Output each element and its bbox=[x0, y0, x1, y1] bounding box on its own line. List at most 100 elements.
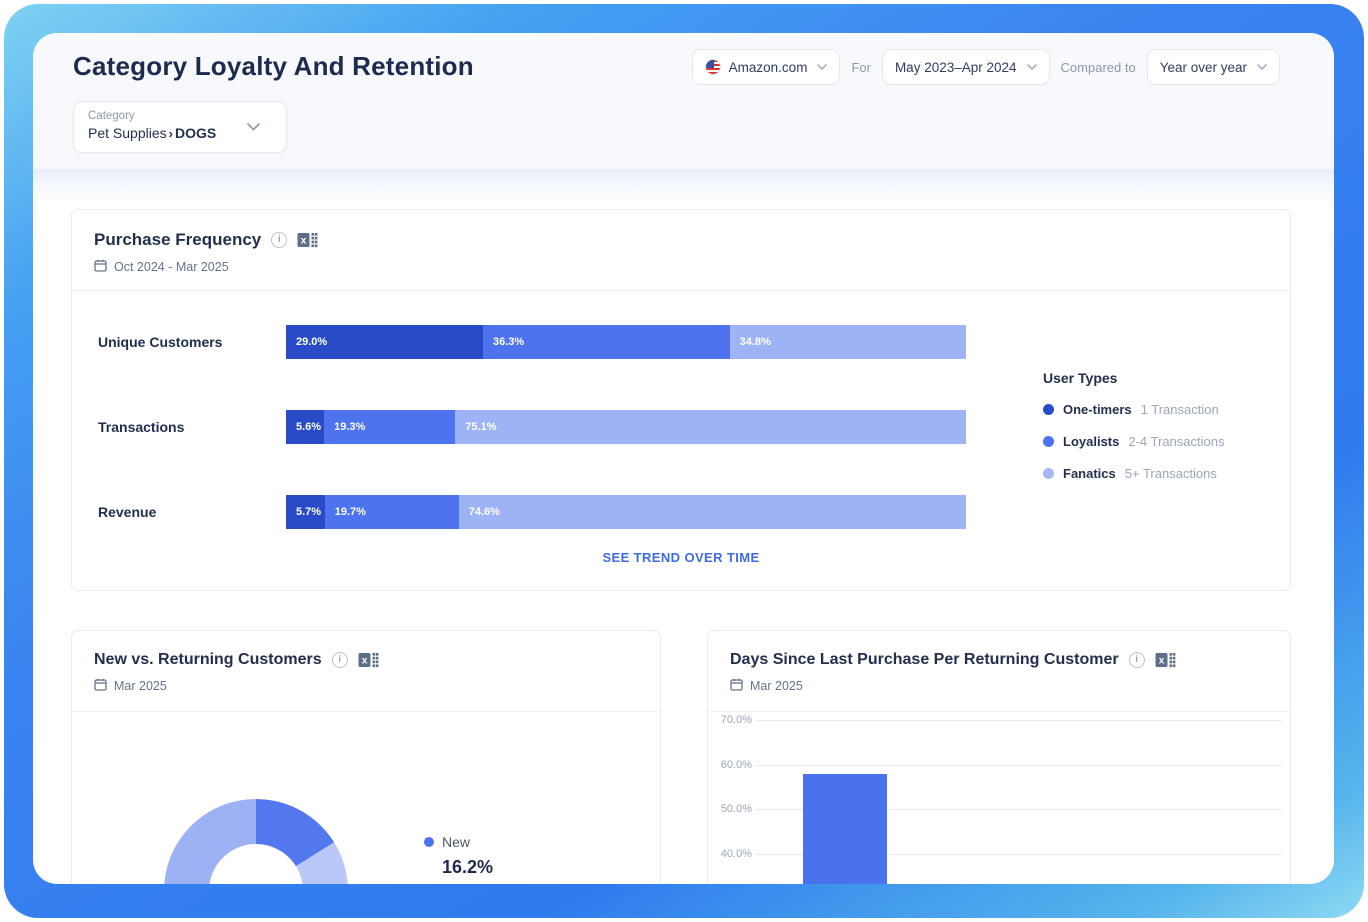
bar-segment-loyalists[interactable]: 19.7% bbox=[324, 495, 459, 529]
stacked-bar[interactable]: 5.7% 19.7% 74.6% bbox=[286, 495, 966, 529]
bar-segment-fanatics[interactable]: 74.6% bbox=[458, 495, 966, 529]
breadcrumb-separator: › bbox=[168, 126, 173, 141]
donut-legend: New 16.2% bbox=[424, 834, 493, 878]
legend-desc: 1 Transaction bbox=[1140, 402, 1219, 417]
date-range-selector[interactable]: May 2023–Apr 2024 bbox=[881, 49, 1050, 85]
bar-segment-loyalists[interactable]: 19.3% bbox=[324, 410, 456, 444]
stacked-rows: Unique Customers 29.0% 36.3% 34.8% Transacti… bbox=[72, 325, 1290, 580]
category-selector-label: Category bbox=[88, 110, 135, 122]
legend-dot bbox=[1043, 468, 1054, 479]
calendar-icon bbox=[94, 678, 107, 694]
bar-segment-fanatics[interactable]: 75.1% bbox=[455, 410, 966, 444]
segment-value-label: 5.7% bbox=[296, 506, 322, 518]
chevron-down-icon bbox=[1257, 64, 1267, 70]
segment-value-label: 74.6% bbox=[468, 506, 500, 518]
segment-value-label: 75.1% bbox=[465, 421, 497, 433]
new-vs-returning-card: New vs. Returning Customers i x bbox=[71, 630, 661, 884]
comparison-selector[interactable]: Year over year bbox=[1146, 49, 1280, 85]
gridline bbox=[756, 853, 1282, 855]
see-trend-link[interactable]: SEE TREND OVER TIME bbox=[602, 550, 760, 565]
header-controls: Amazon.com For May 2023–Apr 2024 Compare… bbox=[691, 49, 1280, 85]
chevron-down-icon bbox=[1026, 64, 1037, 70]
card-header-divider bbox=[72, 290, 1290, 291]
bar-segment-one-timers[interactable]: 5.6% bbox=[286, 410, 325, 444]
stacked-bar[interactable]: 5.6% 19.3% 75.1% bbox=[286, 410, 966, 444]
segment-value-label: 34.8% bbox=[739, 336, 771, 348]
stacked-row-label: Revenue bbox=[98, 504, 157, 520]
legend-desc: 5+ Transactions bbox=[1124, 466, 1217, 481]
calendar-icon bbox=[730, 678, 743, 694]
stacked-bar-row: Revenue 5.7% 19.7% 74.6% bbox=[72, 495, 1290, 529]
bar-chart-plot: 70.0% 60.0% 50.0% 40.0% bbox=[708, 711, 1290, 884]
legend-title: User Types bbox=[1043, 370, 1118, 386]
page-title: Category Loyalty And Retention bbox=[73, 51, 474, 81]
gridline bbox=[756, 764, 1282, 766]
info-icon[interactable]: i bbox=[1128, 652, 1145, 668]
purchase-frequency-daterange: Oct 2024 - Mar 2025 bbox=[114, 260, 229, 274]
segment-value-label: 5.6% bbox=[296, 421, 322, 433]
days-since-daterange: Mar 2025 bbox=[750, 679, 803, 693]
bar[interactable] bbox=[803, 774, 887, 884]
excel-export-icon[interactable]: x bbox=[358, 651, 379, 669]
purchase-frequency-card: Purchase Frequency i x bbox=[71, 209, 1291, 591]
days-since-card: Days Since Last Purchase Per Returning C… bbox=[707, 630, 1291, 884]
purchase-frequency-title: Purchase Frequency bbox=[94, 230, 262, 249]
card-header-divider bbox=[708, 711, 1290, 712]
y-axis-tick-label: 40.0% bbox=[720, 847, 752, 860]
for-label: For bbox=[851, 59, 871, 75]
stacked-bar[interactable]: 29.0% 36.3% 34.8% bbox=[286, 325, 966, 359]
new-vs-returning-title: New vs. Returning Customers bbox=[94, 651, 322, 668]
legend-item-one-timers: One-timers 1 Transaction bbox=[1043, 402, 1224, 417]
app-panel: Category Loyalty And Retention Amazon.co… bbox=[33, 33, 1334, 884]
chevron-down-icon bbox=[247, 123, 260, 131]
site-selector[interactable]: Amazon.com bbox=[691, 49, 841, 85]
site-selector-value: Amazon.com bbox=[728, 59, 808, 75]
bar-segment-one-timers[interactable]: 29.0% bbox=[286, 325, 483, 359]
legend-item-fanatics: Fanatics 5+ Transactions bbox=[1043, 466, 1224, 481]
compared-to-label: Compared to bbox=[1060, 59, 1136, 75]
card-header-divider bbox=[72, 711, 660, 712]
stacked-row-label: Transactions bbox=[98, 419, 185, 435]
legend-desc: 2-4 Transactions bbox=[1128, 434, 1225, 449]
legend-dot bbox=[1043, 436, 1054, 447]
legend-name: Fanatics bbox=[1063, 466, 1116, 481]
legend-value-new: 16.2% bbox=[442, 857, 494, 877]
bar-segment-one-timers[interactable]: 5.7% bbox=[286, 495, 325, 529]
bar-segment-fanatics[interactable]: 34.8% bbox=[729, 325, 966, 359]
chevron-down-icon bbox=[817, 64, 828, 70]
y-axis-tick-label: 70.0% bbox=[720, 714, 752, 726]
legend-items: One-timers 1 Transaction Loyalists 2-4 Tran… bbox=[1043, 402, 1224, 481]
y-axis-tick-label: 60.0% bbox=[720, 758, 752, 771]
category-selector-value: Pet Supplies › DOGS bbox=[88, 125, 217, 141]
bar-segment-loyalists[interactable]: 36.3% bbox=[483, 325, 730, 359]
gridline bbox=[756, 809, 1282, 810]
excel-export-icon[interactable]: x bbox=[297, 231, 318, 249]
legend-item-loyalists: Loyalists 2-4 Transactions bbox=[1043, 434, 1224, 449]
legend-label-new: New bbox=[442, 834, 471, 850]
y-axis-tick-label: 50.0% bbox=[720, 803, 752, 815]
calendar-icon bbox=[94, 259, 107, 275]
user-types-legend: User Types One-timers 1 Transaction Loyali… bbox=[1043, 370, 1224, 498]
svg-text:x: x bbox=[301, 236, 307, 247]
excel-export-icon[interactable]: x bbox=[1155, 651, 1176, 669]
days-since-title: Days Since Last Purchase Per Returning C… bbox=[730, 651, 1119, 668]
legend-dot-new bbox=[424, 837, 434, 847]
us-flag-icon bbox=[704, 59, 721, 75]
legend-name: One-timers bbox=[1063, 402, 1132, 417]
category-selector[interactable]: Category Pet Supplies › DOGS bbox=[73, 101, 287, 153]
segment-value-label: 36.3% bbox=[493, 336, 525, 348]
gridline bbox=[756, 720, 1282, 721]
svg-text:x: x bbox=[361, 656, 367, 667]
header-fade bbox=[33, 169, 1334, 203]
comparison-value: Year over year bbox=[1159, 59, 1247, 75]
segment-value-label: 19.3% bbox=[334, 421, 366, 433]
info-icon[interactable]: i bbox=[331, 652, 348, 668]
segment-value-label: 29.0% bbox=[296, 336, 328, 348]
info-icon[interactable]: i bbox=[271, 232, 288, 248]
new-vs-returning-daterange: Mar 2025 bbox=[114, 679, 167, 693]
legend-name: Loyalists bbox=[1063, 434, 1120, 449]
legend-dot bbox=[1043, 404, 1054, 415]
svg-text:x: x bbox=[1158, 656, 1164, 667]
stacked-row-label: Unique Customers bbox=[98, 334, 223, 350]
stacked-bar-row: Unique Customers 29.0% 36.3% 34.8% bbox=[72, 325, 1290, 359]
